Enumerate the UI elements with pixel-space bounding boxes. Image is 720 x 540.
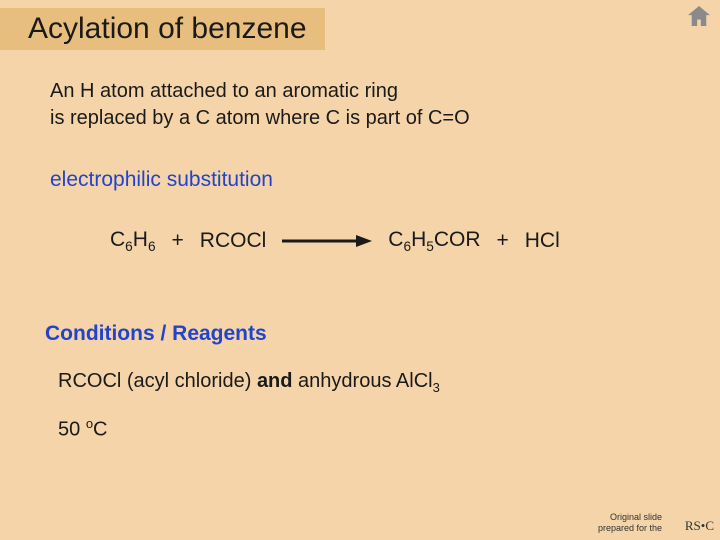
description-text: An H atom attached to an aromatic ring i… — [50, 78, 470, 132]
temperature-line: 50 oC — [58, 416, 108, 442]
degree-symbol: o — [86, 416, 93, 431]
description-line-2: is replaced by a C atom where C is part … — [50, 107, 470, 129]
reagents-bold: and — [257, 370, 293, 392]
footer-line-2: prepared for the — [598, 523, 662, 533]
reaction-arrow-icon — [282, 233, 372, 249]
slide-title: Acylation of benzene — [0, 8, 325, 50]
home-icon[interactable] — [688, 6, 710, 26]
plus-sign: + — [172, 229, 184, 253]
attribution-footer: Original slide prepared for the — [598, 512, 662, 534]
product-hcl: HCl — [525, 229, 560, 253]
rsc-logo: RS•C — [685, 518, 714, 534]
reaction-equation: C6H6 + RCOCl C6H5COR + HCl — [110, 228, 560, 254]
conditions-heading: Conditions / Reagents — [45, 322, 267, 346]
reactant-acyl-chloride: RCOCl — [200, 229, 267, 253]
reagents-subscript: 3 — [433, 380, 440, 395]
description-line-1: An H atom attached to an aromatic ring — [50, 80, 398, 102]
reagents-prefix: RCOCl (acyl chloride) — [58, 370, 257, 392]
temperature-value: 50 — [58, 419, 86, 441]
product-aryl-ketone: C6H5COR — [388, 228, 480, 254]
reagents-line: RCOCl (acyl chloride) and anhydrous AlCl… — [58, 370, 440, 395]
temperature-unit: C — [93, 419, 107, 441]
reactant-benzene: C6H6 — [110, 228, 156, 254]
plus-sign: + — [497, 229, 509, 253]
footer-line-1: Original slide — [610, 512, 662, 522]
reagents-suffix: anhydrous AlCl — [293, 370, 433, 392]
reaction-subtype: electrophilic substitution — [50, 168, 273, 192]
